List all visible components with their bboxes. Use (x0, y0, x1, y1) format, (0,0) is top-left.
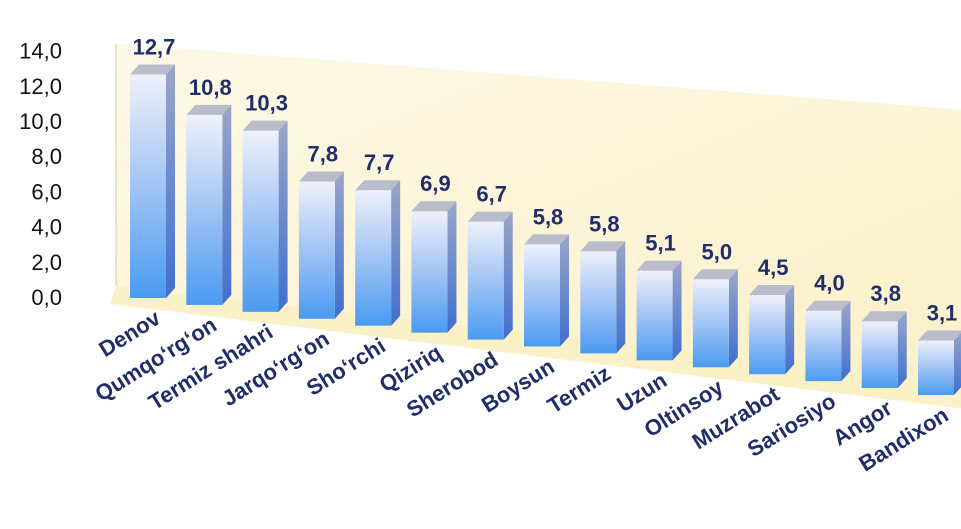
bar-front (467, 221, 504, 340)
bar-top (636, 260, 682, 271)
bars (130, 64, 961, 395)
bar (467, 211, 513, 340)
y-tick-label: 14,0 (19, 39, 62, 64)
bar-top (524, 234, 569, 245)
bar-side (785, 285, 795, 375)
bar (355, 180, 401, 326)
bar-front (242, 130, 279, 312)
data-label: 10,8 (189, 75, 232, 100)
data-label: 7,7 (364, 150, 395, 175)
bar-front (805, 310, 842, 382)
y-tick-label: 8,0 (31, 144, 62, 169)
data-label: 12,7 (133, 34, 176, 59)
data-label: 5,0 (702, 239, 733, 264)
data-label: 3,8 (870, 281, 901, 306)
data-label: 5,8 (533, 204, 564, 229)
bar-side (334, 171, 344, 319)
y-axis: 0,0 2,0 4,0 6,0 8,0 10,0 12,0 14,0 (19, 39, 62, 310)
bar-side (897, 311, 907, 389)
y-tick-label: 6,0 (31, 179, 62, 204)
bar-top (130, 64, 175, 75)
bar-side (841, 300, 851, 382)
bar (524, 234, 569, 347)
bar (242, 120, 288, 312)
bar-side (728, 269, 738, 368)
bar-top (355, 180, 401, 191)
bar-top (749, 285, 795, 296)
bar-top (242, 120, 288, 131)
bar (636, 260, 682, 361)
bar (186, 104, 232, 305)
bar (918, 330, 961, 395)
bar-top (580, 241, 626, 252)
bar-side (391, 180, 401, 326)
bar-top (411, 201, 457, 212)
bar-side (166, 64, 175, 298)
bar-front (692, 279, 729, 368)
y-tick-label: 12,0 (19, 74, 62, 99)
y-tick-label: 10,0 (19, 109, 62, 134)
bar (749, 285, 795, 375)
bar-front (355, 190, 392, 326)
data-label: 3,1 (927, 300, 958, 325)
bar-side (503, 211, 513, 340)
bar-top (918, 330, 961, 341)
bar-top (861, 311, 907, 322)
data-label: 10,3 (245, 91, 288, 116)
bar-top (692, 269, 738, 280)
bar (580, 241, 626, 354)
bar-side (447, 201, 457, 333)
bar-side (672, 260, 682, 361)
bar-front (298, 181, 335, 319)
bar-side (278, 120, 288, 312)
data-label: 4,0 (814, 271, 845, 296)
y-tick-label: 2,0 (31, 250, 62, 275)
data-label: 6,9 (420, 171, 451, 196)
bar (411, 201, 457, 333)
bar-top (467, 211, 513, 222)
bar (692, 269, 738, 368)
bar-top (805, 300, 851, 311)
data-label: 4,5 (758, 255, 789, 280)
y-tick-label: 0,0 (31, 285, 62, 310)
bar (298, 171, 344, 319)
data-label: 5,1 (645, 231, 676, 256)
bar-front (580, 251, 617, 354)
bar-side (222, 104, 232, 305)
bar-top (298, 171, 344, 182)
data-label: 7,8 (308, 142, 339, 167)
bar-side (616, 241, 626, 354)
bar (130, 64, 175, 298)
bar-front (636, 270, 673, 361)
y-tick-label: 4,0 (31, 215, 62, 240)
data-label: 5,8 (589, 211, 620, 236)
bar-front (749, 295, 786, 375)
bar-top (186, 104, 232, 115)
bar-side (954, 332, 961, 395)
bar (861, 311, 907, 389)
bar-front (411, 211, 448, 333)
bar-front (186, 114, 223, 305)
bar-front (524, 244, 560, 347)
bar-front (130, 74, 166, 298)
bar-side (560, 234, 569, 347)
data-labels: 12,7 10,8 10,3 7,8 7,7 6,9 6,7 5,8 5,8 5,1 5,0 4,5 4… (133, 34, 958, 325)
bar (805, 300, 851, 382)
data-label: 6,7 (476, 182, 507, 207)
bar-front (861, 321, 898, 389)
bar-front (918, 340, 954, 395)
